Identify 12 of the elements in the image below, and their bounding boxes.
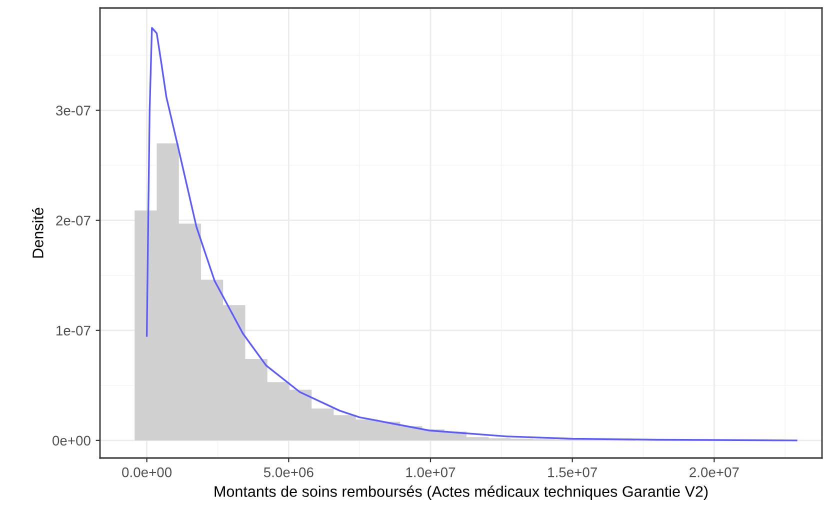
y-tick-label: 2e-07 <box>56 216 90 226</box>
y-tick-label: 3e-07 <box>56 106 90 116</box>
line-series <box>146 26 798 442</box>
y-tick-label: 0e+00 <box>52 436 90 446</box>
x-tick-label: 0.0e+00 <box>122 467 172 478</box>
x-tick-label: 1.0e+07 <box>406 467 456 478</box>
x-tick-label: 2.0e+07 <box>690 467 739 478</box>
x-axis-title: Montants de soins remboursés (Actes médicaux techniques Garantie V2) <box>214 486 708 500</box>
y-axis-title: Densité <box>32 208 44 258</box>
x-tick-label: 5.0e+06 <box>264 467 314 478</box>
y-tick-label: 1e-07 <box>56 326 90 336</box>
x-tick-label: 1.5e+07 <box>548 467 597 478</box>
